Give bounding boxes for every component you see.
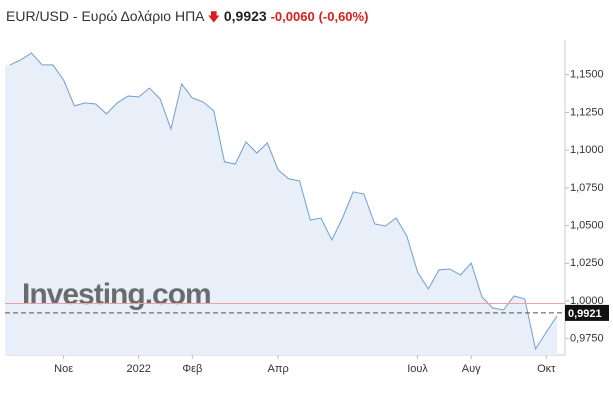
y-tick-label: 1,0000 bbox=[570, 295, 604, 307]
y-tick-label: 1,0500 bbox=[570, 219, 604, 231]
price: 0,9923 bbox=[223, 8, 267, 24]
y-tick-label: 1,1000 bbox=[570, 144, 604, 156]
symbol: EUR/USD - Ευρώ Δολάριο ΗΠΑ bbox=[6, 8, 204, 24]
header: EUR/USD - Ευρώ Δολάριο ΗΠΑ 🡇 0,9923 -0,0… bbox=[6, 8, 368, 29]
area-fill bbox=[5, 53, 557, 355]
x-tick-label: Ιουλ bbox=[407, 363, 428, 375]
change-percent: (-0,60%) bbox=[318, 9, 369, 24]
x-tick-label: Φεβ bbox=[182, 363, 202, 375]
x-tick-label: Οκτ bbox=[537, 363, 556, 375]
x-tick-label: Νοε bbox=[54, 363, 73, 375]
x-tick-label: Αυγ bbox=[462, 363, 481, 375]
y-tick-label: 1,1250 bbox=[570, 106, 604, 118]
current-label-box bbox=[565, 304, 609, 321]
x-tick-label: 2022 bbox=[126, 363, 150, 375]
watermark: Investing.com bbox=[22, 278, 211, 311]
y-tick-label: 0,9750 bbox=[570, 333, 604, 345]
x-tick-label: Απρ bbox=[268, 363, 289, 375]
y-tick-label: 1,0750 bbox=[570, 182, 604, 194]
current-label: 0,9921 bbox=[568, 308, 602, 320]
y-tick-label: 1,0250 bbox=[570, 257, 604, 269]
price-line bbox=[9, 52, 558, 351]
down-arrow: 🡇 bbox=[207, 10, 220, 24]
change: -0,0060 bbox=[270, 9, 315, 24]
y-tick-label: 1,1500 bbox=[570, 69, 604, 81]
